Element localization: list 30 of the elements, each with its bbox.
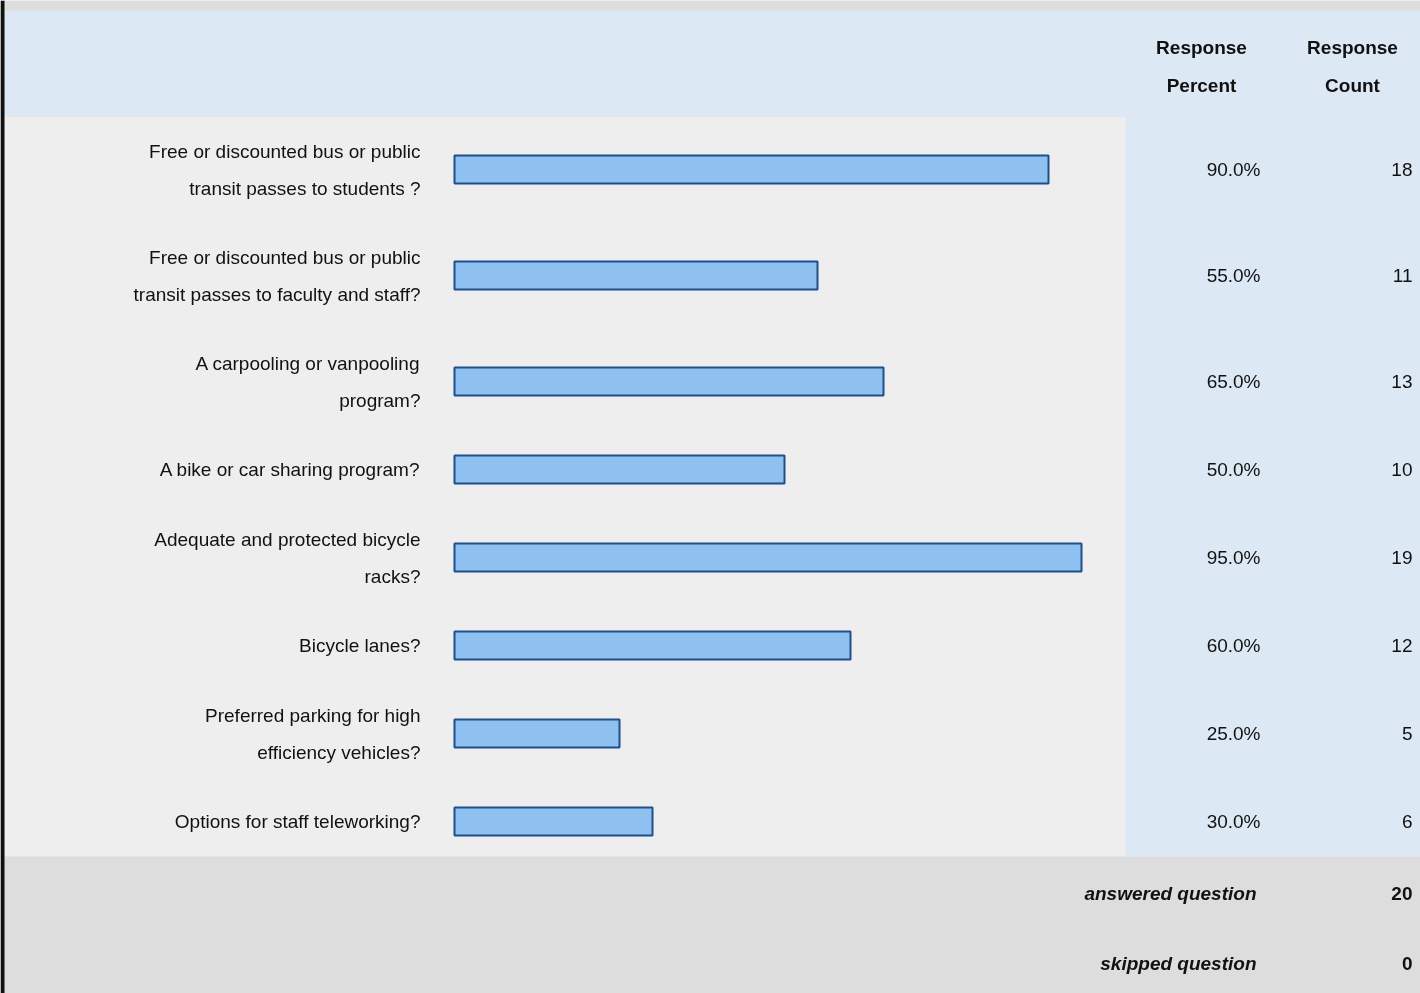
text: Response Count [1307,37,1398,96]
text: 5 [1401,723,1413,744]
y-tick-label: Free or discounted bus or public transit passes to faculty and staff? [133,246,421,305]
text: 0 [1401,953,1413,974]
y-tick-label: Free or discounted bus or public transit passes to students ? [149,140,421,199]
text: 13 [1391,371,1413,392]
text: 10 [1391,459,1413,480]
text: 20 [1391,883,1413,904]
text: Response Percent [1156,37,1247,96]
text: answered question [1084,883,1257,904]
text: 11 [1392,265,1413,286]
data-label: 50.0% [1206,459,1261,480]
y-tick-label: Preferred parking for high efficiency vehicles? [205,704,421,763]
data-label: 65.0% [1206,371,1261,392]
text: 18 [1391,159,1413,180]
text: 12 [1391,635,1413,656]
data-label: 25.0% [1206,723,1261,744]
y-tick-label: A carpooling or vanpooling program? [195,352,421,411]
y-tick-label: A bike or car sharing program? [159,459,420,480]
data-label: 55.0% [1206,265,1261,286]
y-tick-label: Bicycle lanes? [299,635,421,656]
data-label: 30.0% [1206,811,1261,832]
y-tick-label: Adequate and protected bicycle racks? [154,528,421,587]
y-tick-label: Options for staff teleworking? [174,811,421,832]
text: 19 [1391,547,1413,568]
data-label: 60.0% [1206,635,1261,656]
text: skipped question [1100,953,1257,974]
data-label: 95.0% [1206,547,1261,568]
data-label: 90.0% [1206,159,1261,180]
text: 6 [1401,811,1413,832]
